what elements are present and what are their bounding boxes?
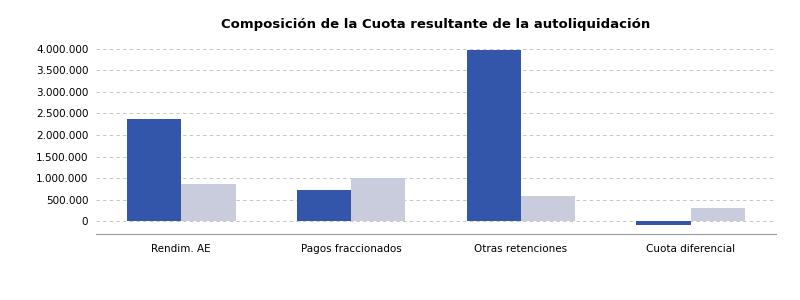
Bar [127,118,182,221]
Title: Composición de la Cuota resultante de la autoliquidación: Composición de la Cuota resultante de la… [222,18,650,31]
Bar [466,50,521,221]
Bar [351,178,406,221]
Bar [521,196,575,221]
Bar [297,190,351,221]
Bar [182,184,236,221]
Bar [690,208,745,221]
Bar [636,221,690,225]
